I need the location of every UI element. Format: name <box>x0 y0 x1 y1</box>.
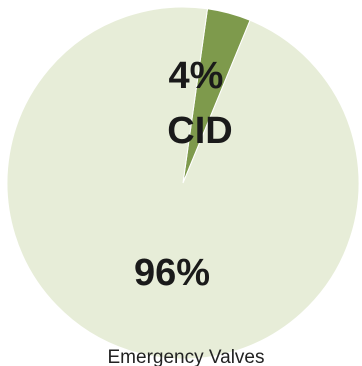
pie-slices <box>6 6 360 360</box>
slice-label-cid-name: CID <box>167 110 232 152</box>
slice-label-emergency-percent: 96% <box>134 252 210 294</box>
slice-label-cid-percent: 4% <box>169 55 224 97</box>
legend-caption-emergency-valves: Emergency Valves <box>108 347 265 366</box>
pie-slice-emergency-valves <box>6 6 360 360</box>
